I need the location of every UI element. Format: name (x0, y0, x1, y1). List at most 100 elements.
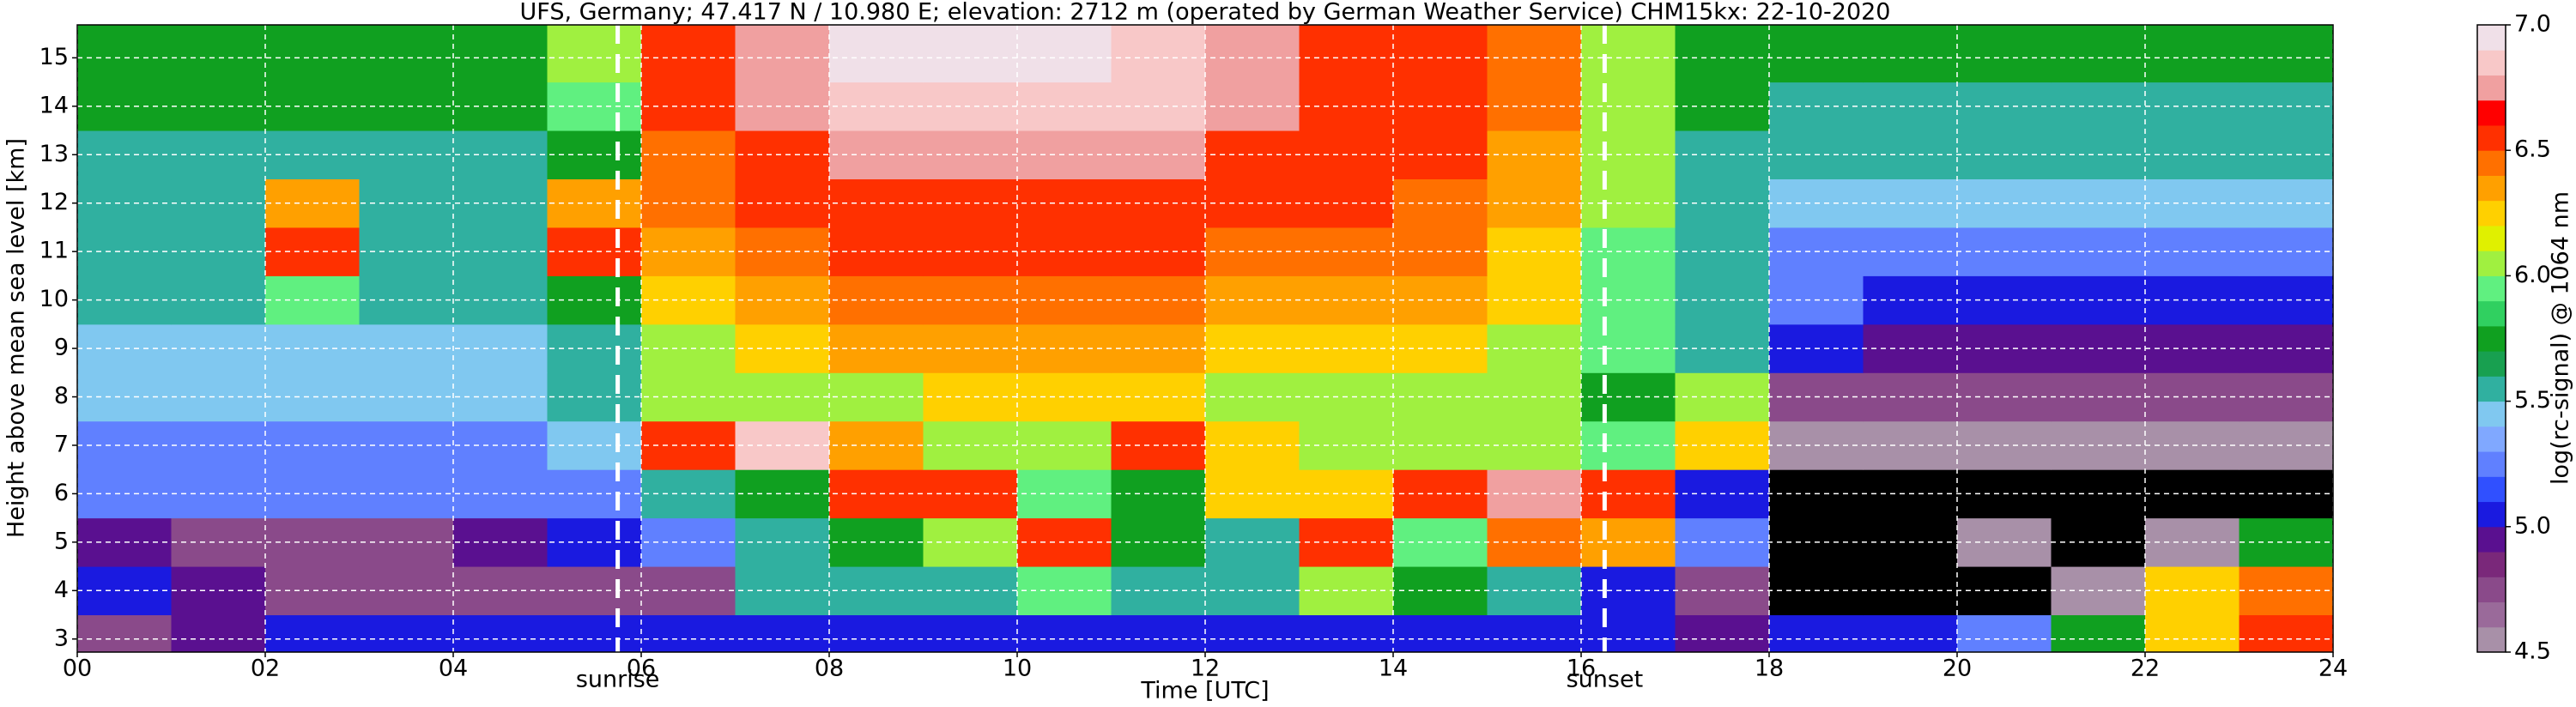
colorbar-segment (2477, 251, 2506, 276)
heatmap-cell (547, 614, 642, 653)
heatmap-cell (171, 614, 266, 653)
y-tick-label: 3 (54, 625, 69, 651)
heatmap-cell (829, 614, 924, 653)
colorbar-label: log(rc-signal) @ 1064 nm (2548, 191, 2574, 485)
y-tick-label: 5 (54, 528, 69, 554)
heatmap-cell (641, 25, 736, 83)
heatmap-cell (1017, 614, 1112, 653)
heatmap-cell (1111, 614, 1206, 653)
colorbar-tick-label: 6.5 (2514, 136, 2551, 163)
x-tick-label: 06 (627, 656, 656, 682)
colorbar-segment (2477, 150, 2506, 176)
heatmap-cell (1863, 25, 1958, 83)
colorbar-segment (2477, 401, 2506, 427)
heatmap-cell (453, 25, 548, 83)
y-tick-label: 11 (39, 238, 69, 264)
colorbar-segment (2477, 75, 2506, 101)
y-tick-label: 7 (54, 431, 69, 457)
colorbar-tick-label: 5.5 (2514, 387, 2551, 414)
heatmap-cell (1769, 614, 1864, 653)
colorbar-segment (2477, 300, 2506, 327)
heatmap-cell (171, 25, 266, 83)
heatmap-cell (1205, 614, 1300, 653)
heatmap-cell (2239, 614, 2334, 653)
x-tick-label: 10 (1003, 656, 1032, 682)
heatmap-cell (77, 614, 172, 653)
heatmap-cell (359, 614, 454, 653)
heatmap-cell (1863, 614, 1958, 653)
heatmap-cell (2051, 614, 2146, 653)
colorbar-segment (2477, 526, 2506, 553)
heatmap-cell (1487, 25, 1582, 83)
heatmap-cell (923, 25, 1018, 83)
colorbar-segment (2477, 200, 2506, 227)
heatmap-cell (829, 25, 924, 83)
heatmap-cell (1769, 25, 1864, 83)
heatmap-cell (1957, 614, 2052, 653)
y-tick-label: 14 (39, 92, 69, 118)
x-tick-label: 04 (439, 656, 468, 682)
colorbar-segment (2477, 601, 2506, 628)
y-tick-label: 6 (54, 480, 69, 506)
heatmap-cell (1111, 25, 1206, 83)
annotation-label: sunrise (576, 667, 660, 693)
x-tick-label: 00 (63, 656, 92, 682)
heatmap-cell (547, 25, 642, 83)
colorbar-segment (2477, 175, 2506, 202)
heatmap-cell (641, 614, 736, 653)
colorbar-segment (2477, 552, 2506, 577)
heatmap-cell (1581, 614, 1676, 653)
colorbar-segment (2477, 225, 2506, 251)
colorbar-segment (2477, 275, 2506, 302)
x-tick-label: 24 (2318, 656, 2348, 682)
heatmap-cell (1581, 25, 1676, 83)
colorbar-segment (2477, 451, 2506, 477)
heatmap-cell (2051, 25, 2146, 83)
heatmap-cell (1393, 614, 1488, 653)
heatmap-cell (923, 614, 1018, 653)
y-tick-label: 15 (39, 44, 69, 70)
colorbar-segment (2477, 25, 2506, 51)
heatmap-cell (1299, 614, 1394, 653)
heatmap-cell (265, 25, 360, 83)
x-tick-label: 12 (1191, 656, 1220, 682)
y-tick-label: 9 (54, 335, 69, 361)
colorbar-tick-label: 4.5 (2514, 638, 2551, 665)
colorbar-tick-label: 6.0 (2514, 262, 2551, 288)
heatmap-cell (1957, 25, 2052, 83)
heatmap-cell (1393, 25, 1488, 83)
plot-frame (76, 24, 2334, 653)
heatmap-cell (77, 25, 172, 83)
x-tick-label: 18 (1755, 656, 1784, 682)
colorbar-frame (2476, 24, 2506, 653)
heatmap-cell (2145, 25, 2240, 83)
colorbar-segment (2477, 426, 2506, 452)
heatmap-cell (735, 25, 830, 83)
colorbar-tick-label: 5.0 (2514, 512, 2551, 539)
heatmap-cell (453, 614, 548, 653)
y-tick-label: 13 (39, 141, 69, 167)
colorbar-segment (2477, 124, 2506, 151)
y-axis-label: Height above mean sea level [km] (3, 138, 30, 538)
x-tick-label: 22 (2131, 656, 2160, 682)
y-tick-label: 8 (54, 383, 69, 409)
heatmap-cell (265, 614, 360, 653)
x-tick-label: 02 (251, 656, 280, 682)
colorbar-segment (2477, 325, 2506, 352)
chart-title: UFS, Germany; 47.417 N / 10.980 E; eleva… (520, 0, 1891, 26)
y-tick-label: 12 (39, 189, 69, 215)
heatmap-cell (1205, 25, 1300, 83)
heatmap-cell (2239, 25, 2334, 83)
x-tick-label: 14 (1379, 656, 1408, 682)
heatmap-cell (1299, 25, 1394, 83)
colorbar-segment (2477, 376, 2506, 402)
colorbar-segment (2477, 577, 2506, 603)
heatmap-cell (1675, 25, 1770, 83)
x-tick-label: 20 (1943, 656, 1972, 682)
y-tick-label: 4 (54, 577, 69, 603)
heatmap-cell (1675, 614, 1770, 653)
heatmap-cell (1017, 25, 1112, 83)
colorbar-segment (2477, 476, 2506, 503)
annotation-label: sunset (1567, 667, 1644, 693)
